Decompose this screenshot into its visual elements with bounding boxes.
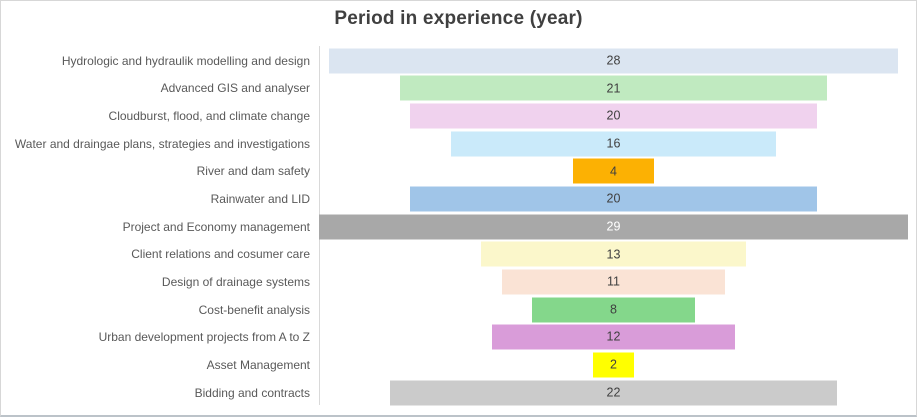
bar-zone: 13 (319, 240, 916, 268)
bar-zone: 20 (319, 102, 916, 130)
chart-row: Rainwater and LID 20 (1, 185, 916, 213)
bar: 20 (410, 103, 817, 129)
chart-row: Cost-benefit analysis 8 (1, 296, 916, 324)
category-label: Hydrologic and hydraulik modelling and d… (61, 53, 310, 68)
bar: 2 (593, 352, 634, 378)
bar-zone: 22 (319, 379, 916, 407)
category-label: Asset Management (206, 357, 310, 372)
value-label: 22 (606, 385, 621, 400)
bar: 20 (410, 186, 817, 212)
value-label: 2 (610, 357, 617, 372)
chart-row: Project and Economy management 29 (1, 213, 916, 241)
bar-zone: 12 (319, 323, 916, 351)
value-label: 12 (606, 329, 621, 344)
bar: 4 (572, 158, 655, 184)
bar-zone: 20 (319, 185, 916, 213)
bar-zone: 16 (319, 130, 916, 158)
chart-row: Urban development projects from A to Z 12 (1, 323, 916, 351)
category-label: Client relations and cosumer care (131, 247, 310, 262)
category-label: Urban development projects from A to Z (98, 330, 310, 345)
category-label: River and dam safety (196, 164, 310, 179)
value-label: 28 (606, 53, 621, 68)
chart-title: Period in experience (year) (334, 8, 583, 29)
chart-row: River and dam safety 4 (1, 158, 916, 186)
value-label: 21 (606, 81, 621, 96)
bar: 29 (319, 214, 908, 240)
bar: 12 (491, 324, 736, 350)
bar: 8 (532, 297, 695, 323)
bar-zone: 28 (319, 47, 916, 75)
bar: 28 (329, 48, 898, 74)
bar-zone: 2 (319, 351, 916, 379)
category-label: Design of drainage systems (161, 274, 310, 289)
category-label: Project and Economy management (122, 219, 310, 234)
chart-row: Bidding and contracts 22 (1, 379, 916, 407)
bar: 11 (501, 269, 726, 295)
value-label: 11 (606, 274, 620, 289)
chart-row: Asset Management 2 (1, 351, 916, 379)
chart-row: Hydrologic and hydraulik modelling and d… (1, 47, 916, 75)
value-label: 20 (606, 191, 621, 206)
category-label: Cloudburst, flood, and climate change (108, 109, 310, 124)
category-label: Water and draingae plans, strategies and… (14, 136, 310, 151)
category-label: Rainwater and LID (210, 192, 310, 207)
category-label: Bidding and contracts (194, 385, 310, 400)
bar-zone: 21 (319, 75, 916, 103)
bar-zone: 29 (319, 213, 916, 241)
bar: 16 (451, 131, 776, 157)
bar-zone: 8 (319, 296, 916, 324)
value-label: 29 (606, 219, 621, 234)
chart-rows: Hydrologic and hydraulik modelling and d… (1, 47, 916, 406)
bar-zone: 11 (319, 268, 916, 296)
chart-row: Cloudburst, flood, and climate change 20 (1, 102, 916, 130)
chart-row: Advanced GIS and analyser 21 (1, 75, 916, 103)
value-label: 20 (606, 108, 621, 123)
value-label: 13 (606, 247, 621, 262)
bar-zone: 4 (319, 158, 916, 186)
bar: 21 (400, 75, 827, 101)
bar: 13 (481, 241, 746, 267)
value-label: 4 (610, 164, 617, 179)
value-label: 16 (606, 136, 621, 151)
value-label: 8 (610, 302, 617, 317)
category-label: Cost-benefit analysis (198, 302, 310, 317)
chart-row: Water and draingae plans, strategies and… (1, 130, 916, 158)
chart-row: Client relations and cosumer care 13 (1, 240, 916, 268)
category-label: Advanced GIS and analyser (160, 81, 310, 96)
chart-row: Design of drainage systems 11 (1, 268, 916, 296)
bar: 22 (390, 380, 837, 405)
